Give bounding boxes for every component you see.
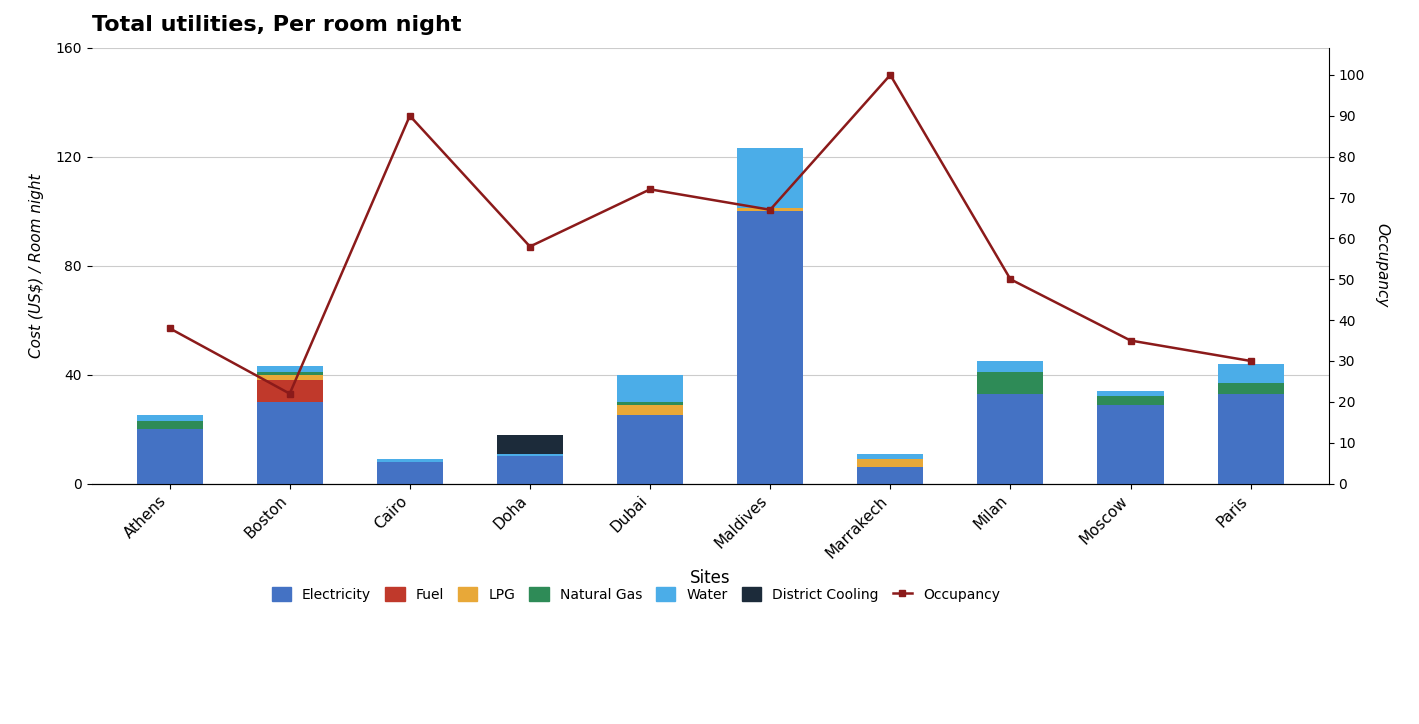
Bar [377, 462, 443, 484]
Bar [857, 453, 924, 459]
Occupancy [762, 206, 779, 214]
Bar [1097, 396, 1164, 405]
Bar [1218, 363, 1284, 383]
Occupancy [881, 70, 898, 79]
Bar [377, 459, 443, 462]
Bar [978, 394, 1043, 484]
Occupancy [521, 243, 538, 251]
Bar [1097, 405, 1164, 484]
Bar [736, 211, 803, 484]
Bar [497, 453, 563, 456]
Bar [1218, 383, 1284, 394]
Bar [136, 429, 203, 484]
Bar [257, 374, 322, 380]
Bar [257, 380, 322, 402]
Bar [617, 416, 683, 484]
Occupancy [1122, 336, 1139, 345]
Bar [257, 366, 322, 372]
Y-axis label: Cost (US$) / Room night: Cost (US$) / Room night [30, 173, 44, 358]
Bar [736, 148, 803, 209]
Occupancy [402, 111, 419, 120]
Occupancy [1242, 357, 1259, 366]
Bar [617, 374, 683, 402]
Bar [136, 421, 203, 429]
Text: Total utilities, Per room night: Total utilities, Per room night [91, 15, 461, 35]
Line: Occupancy: Occupancy [166, 72, 1254, 397]
Occupancy [162, 324, 179, 332]
Occupancy [641, 185, 658, 194]
Bar [1097, 391, 1164, 396]
Bar [257, 402, 322, 484]
Bar [978, 372, 1043, 394]
Y-axis label: Occupancy: Occupancy [1375, 224, 1389, 308]
X-axis label: Sites: Sites [690, 569, 731, 587]
Bar [257, 372, 322, 374]
Legend: Electricity, Fuel, LPG, Natural Gas, Water, District Cooling, Occupancy: Electricity, Fuel, LPG, Natural Gas, Wat… [265, 582, 1006, 607]
Bar [736, 209, 803, 211]
Occupancy [281, 390, 298, 398]
Bar [1218, 394, 1284, 484]
Bar [857, 459, 924, 467]
Bar [857, 467, 924, 484]
Bar [617, 405, 683, 416]
Occupancy [1002, 275, 1019, 284]
Bar [978, 361, 1043, 372]
Bar [617, 402, 683, 405]
Bar [497, 434, 563, 453]
Bar [497, 456, 563, 484]
Bar [136, 416, 203, 421]
